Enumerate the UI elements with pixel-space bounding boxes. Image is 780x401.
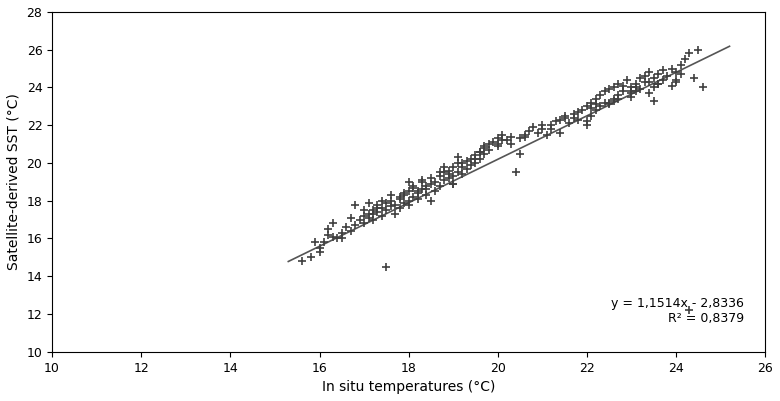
Y-axis label: Satellite-derived SST (°C): Satellite-derived SST (°C) (7, 93, 21, 270)
Text: y = 1,1514x - 2,8336
R² = 0,8379: y = 1,1514x - 2,8336 R² = 0,8379 (611, 297, 744, 324)
X-axis label: In situ temperatures (°C): In situ temperatures (°C) (322, 380, 495, 394)
